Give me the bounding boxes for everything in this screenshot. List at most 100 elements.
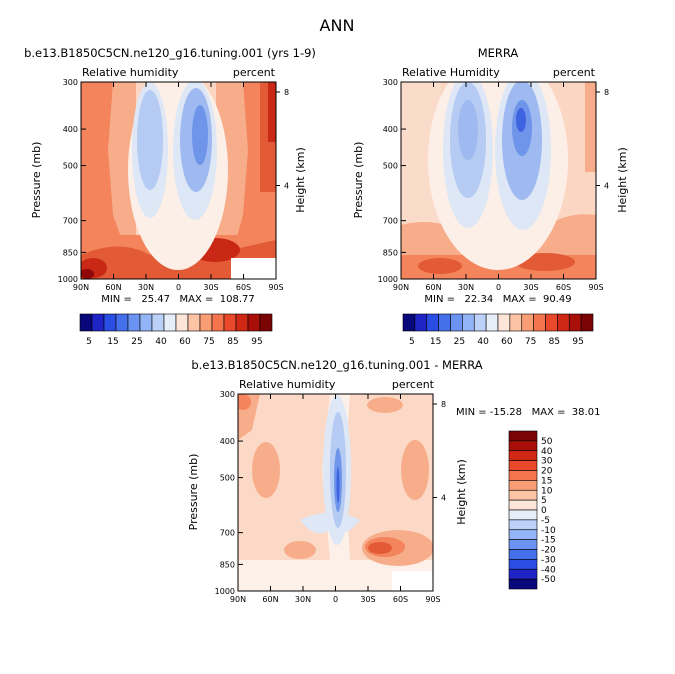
colorbar-swatch <box>127 313 141 332</box>
x-tick-label: 30S <box>360 595 375 604</box>
colorbar-swatch <box>426 313 439 332</box>
x-tick-label: 0 <box>496 283 501 292</box>
panel-model: b.e13.B1850C5CN.ne120_g16.tuning.001 (yr… <box>24 46 316 347</box>
colorbar-swatch <box>175 313 189 332</box>
field-band <box>238 394 251 410</box>
colorbar-swatch <box>187 313 201 332</box>
y2-tick-label: 4 <box>284 182 289 191</box>
colorbar-label: -50 <box>541 575 556 585</box>
colorbar-swatch <box>508 568 538 580</box>
panel-diff: b.e13.B1850C5CN.ne120_g16.tuning.001 - M… <box>187 358 600 604</box>
colorbar-swatch <box>521 313 534 332</box>
x-tick-label: 30S <box>523 283 538 292</box>
panel-model-left-label: Relative humidity <box>82 66 179 79</box>
panel-model-field <box>81 82 276 279</box>
panel-diff-y2label: Height (km) <box>455 459 468 525</box>
y-tick-label: 700 <box>220 529 235 538</box>
field-band <box>192 105 208 165</box>
colorbar-label: 40 <box>541 447 553 457</box>
y-tick-label: 300 <box>220 390 235 399</box>
field-band <box>137 90 163 190</box>
field-band <box>284 541 316 559</box>
x-tick-label: 90N <box>393 283 409 292</box>
colorbar-swatch <box>79 313 93 332</box>
colorbar-swatch <box>508 559 538 570</box>
y-tick-label: 500 <box>63 162 78 171</box>
panel-model-colorbar: 5 15 25 40 60 75 85 95 <box>79 313 273 347</box>
panel-merra-right-label: percent <box>553 66 596 79</box>
y-tick-label: 700 <box>383 217 398 226</box>
panel-diff-ylabel: Pressure (mb) <box>187 454 200 531</box>
colorbar-swatch <box>259 313 273 332</box>
colorbar-swatch <box>545 313 558 332</box>
y-tick-label: 300 <box>63 78 78 87</box>
x-tick-label: 90N <box>73 283 89 292</box>
colorbar-swatch <box>557 313 570 332</box>
y-tick-label: 400 <box>220 437 235 446</box>
colorbar-swatch <box>508 460 538 471</box>
colorbar-swatch <box>508 539 538 550</box>
colorbar-label: 50 <box>541 437 553 447</box>
colorbar-label: 15 <box>541 476 552 486</box>
colorbar-swatch <box>450 313 463 332</box>
colorbar-swatch <box>402 313 416 332</box>
colorbar-swatch <box>508 480 538 491</box>
colorbar-label: 60 <box>179 337 191 347</box>
panel-diff-left-label: Relative humidity <box>239 378 336 391</box>
colorbar-label: 20 <box>541 467 553 477</box>
colorbar-label: 25 <box>454 337 465 347</box>
y-tick-label: 500 <box>383 162 398 171</box>
x-tick-label: 90S <box>268 283 283 292</box>
field-band <box>458 100 478 160</box>
field-band <box>81 82 130 262</box>
panel-diff-title: b.e13.B1850C5CN.ne120_g16.tuning.001 - M… <box>191 358 482 372</box>
colorbar-label: 95 <box>572 337 583 347</box>
colorbar-swatch <box>199 313 213 332</box>
field-band <box>516 108 526 132</box>
colorbar-label: 15 <box>107 337 118 347</box>
colorbar-swatch <box>508 430 538 442</box>
panel-model-ylabel: Pressure (mb) <box>30 142 43 219</box>
y-tick-label: 500 <box>220 474 235 483</box>
colorbar-swatch <box>508 509 538 521</box>
colorbar-label: 30 <box>541 457 553 467</box>
colorbar-label: 10 <box>541 486 553 496</box>
y-tick-label: 400 <box>383 125 398 134</box>
colorbar-label: 5 <box>86 337 92 347</box>
field-band <box>268 82 276 142</box>
field-band <box>345 394 433 560</box>
y2-tick-label: 4 <box>441 494 446 503</box>
panel-merra-title: MERRA <box>478 46 519 60</box>
colorbar-swatch <box>580 313 594 332</box>
colorbar-label: 25 <box>131 337 142 347</box>
field-band <box>401 440 429 500</box>
colorbar-label: -20 <box>541 546 556 556</box>
x-tick-label: 60S <box>556 283 571 292</box>
panel-merra-y2label: Height (km) <box>616 147 629 213</box>
y2-tick-label: 8 <box>284 88 289 97</box>
panel-diff-right-label: percent <box>392 378 435 391</box>
colorbar-label: -30 <box>541 555 556 565</box>
x-tick-label: 60S <box>393 595 408 604</box>
colorbar-swatch <box>533 313 546 332</box>
y-tick-label: 1000 <box>58 275 78 284</box>
y-tick-label: 1000 <box>378 275 398 284</box>
x-tick-label: 0 <box>333 595 338 604</box>
colorbar-swatch <box>508 529 538 540</box>
field-band <box>418 258 462 274</box>
colorbar-label: 75 <box>203 337 214 347</box>
y-tick-label: 1000 <box>215 587 235 596</box>
x-tick-label: 60N <box>425 283 441 292</box>
panel-model-stats: MIN = 25.47 MAX = 108.77 <box>101 294 255 305</box>
colorbar-swatch <box>508 578 538 590</box>
field-band <box>585 82 596 172</box>
panel-merra: MERRA Relative Humidity percent 90N 60N 30… <box>352 46 629 347</box>
colorbar-swatch <box>568 313 582 332</box>
colorbar-swatch <box>151 313 165 332</box>
panel-model-y2label: Height (km) <box>294 147 307 213</box>
panel-merra-axes: 90N 60N 30N 0 30S 60S 90S 300 400 500 700 850 1000 8 4 <box>378 78 609 292</box>
colorbar-label: 40 <box>155 337 167 347</box>
panel-merra-colorbar: 5 15 25 40 60 75 85 95 <box>402 313 594 347</box>
field-band <box>368 542 392 554</box>
